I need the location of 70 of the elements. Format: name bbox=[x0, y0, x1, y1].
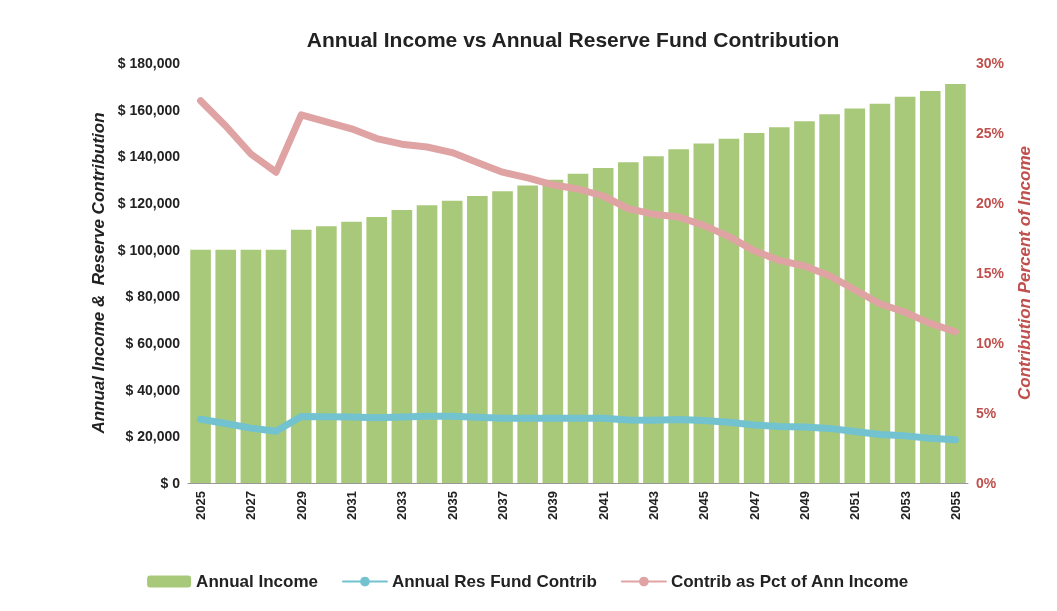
x-tick-label: 2049 bbox=[796, 491, 812, 520]
y-tick-label: $ 80,000 bbox=[125, 288, 181, 305]
x-tick-label: 2035 bbox=[444, 491, 460, 520]
y2-tick-label: 15% bbox=[976, 265, 1005, 281]
bar bbox=[190, 249, 211, 483]
bar bbox=[416, 205, 438, 483]
y-tick-label: $ 0 bbox=[160, 475, 181, 491]
x-tick-label: 2043 bbox=[645, 491, 661, 520]
bar bbox=[567, 173, 589, 483]
bar bbox=[492, 191, 513, 483]
y-tick-label: $ 160,000 bbox=[117, 101, 181, 118]
bar bbox=[919, 91, 941, 483]
y-axis-title: Annual Income & Reserve Contribution bbox=[88, 112, 108, 435]
chart-title: Annual Income vs Annual Reserve Fund Contribution bbox=[306, 28, 840, 51]
bar bbox=[743, 133, 765, 483]
x-tick-label: 2047 bbox=[746, 491, 762, 520]
bar bbox=[290, 229, 312, 483]
y2-tick-label: 30% bbox=[976, 55, 1005, 71]
bar bbox=[794, 121, 815, 483]
y2-tick-label: 20% bbox=[976, 195, 1005, 211]
bar bbox=[366, 217, 388, 483]
bar bbox=[718, 138, 740, 483]
bar bbox=[643, 156, 664, 483]
bar bbox=[768, 127, 790, 483]
bar bbox=[894, 96, 916, 483]
bar bbox=[542, 179, 564, 483]
y-tick-label: $ 60,000 bbox=[125, 335, 181, 351]
x-tick-label: 2031 bbox=[344, 491, 360, 520]
y-tick-label: $ 20,000 bbox=[125, 428, 181, 445]
bar bbox=[517, 185, 538, 483]
bar bbox=[869, 103, 891, 483]
bar bbox=[467, 196, 488, 483]
y2-axis-title: Contribution Percent of Income bbox=[1015, 145, 1034, 401]
x-tick-label: 2051 bbox=[847, 491, 863, 520]
x-tick-label: 2025 bbox=[193, 491, 209, 520]
x-tick-label: 2037 bbox=[495, 491, 511, 520]
y-tick-label: $ 140,000 bbox=[117, 148, 181, 165]
bar bbox=[592, 168, 614, 483]
bar bbox=[215, 249, 237, 483]
bar bbox=[240, 249, 262, 483]
y2-tick-label: 10% bbox=[976, 335, 1005, 351]
y-tick-label: $ 180,000 bbox=[117, 55, 181, 71]
y-tick-label: $ 100,000 bbox=[117, 241, 181, 258]
bar bbox=[819, 114, 840, 483]
y2-tick-label: 5% bbox=[976, 405, 997, 421]
y2-tick-label: 0% bbox=[976, 475, 997, 491]
bar bbox=[668, 149, 689, 483]
bar bbox=[693, 143, 715, 483]
x-tick-label: 2029 bbox=[293, 491, 309, 520]
legend-label: Annual Res Fund Contrib bbox=[391, 572, 597, 591]
bar bbox=[391, 210, 413, 483]
y2-tick-label: 25% bbox=[976, 125, 1005, 141]
x-tick-label: 2039 bbox=[545, 491, 561, 520]
x-tick-label: 2027 bbox=[243, 491, 259, 520]
x-tick-label: 2055 bbox=[947, 491, 963, 520]
bar bbox=[316, 226, 337, 483]
bar bbox=[618, 162, 639, 483]
bar bbox=[945, 84, 966, 483]
x-tick-label: 2041 bbox=[595, 491, 611, 520]
y-tick-label: $ 120,000 bbox=[117, 195, 181, 211]
legend-label: Contrib as Pct of Ann Income bbox=[670, 572, 909, 591]
x-tick-label: 2033 bbox=[394, 491, 410, 520]
bar bbox=[441, 200, 463, 483]
y-tick-label: $ 40,000 bbox=[125, 381, 181, 398]
x-tick-label: 2045 bbox=[696, 491, 712, 520]
bar bbox=[844, 108, 866, 483]
bar bbox=[265, 249, 287, 483]
legend-label: Annual Income bbox=[196, 572, 318, 591]
bar bbox=[341, 221, 362, 483]
x-tick-label: 2053 bbox=[897, 491, 913, 520]
